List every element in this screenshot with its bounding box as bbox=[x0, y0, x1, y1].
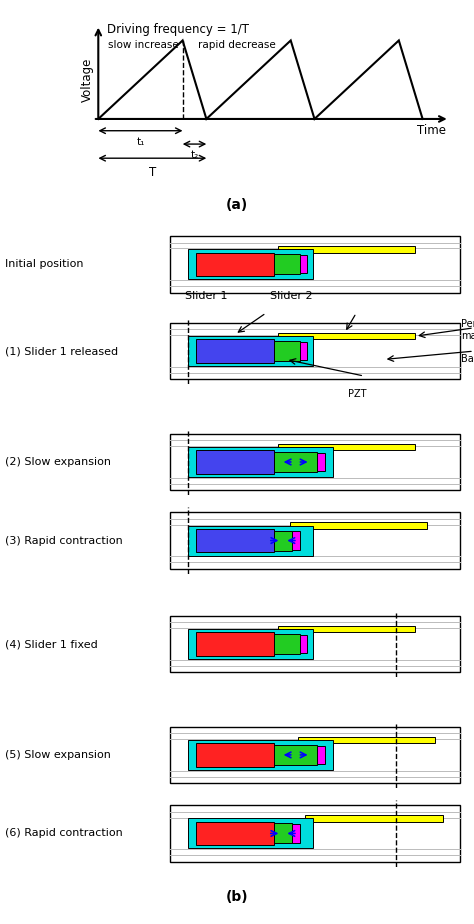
Text: t₂: t₂ bbox=[191, 151, 199, 161]
Bar bbox=[278, 246, 415, 252]
Text: (4) Slider 1 fixed: (4) Slider 1 fixed bbox=[5, 639, 98, 649]
Bar bbox=[274, 745, 317, 765]
Bar bbox=[196, 339, 274, 363]
Text: (b): (b) bbox=[226, 890, 248, 904]
Bar bbox=[300, 342, 307, 360]
Bar bbox=[196, 821, 274, 845]
Bar bbox=[196, 529, 274, 553]
Text: (6) Rapid contraction: (6) Rapid contraction bbox=[5, 829, 122, 838]
Bar bbox=[278, 333, 415, 339]
Bar bbox=[274, 634, 300, 654]
Bar bbox=[188, 526, 313, 555]
Bar bbox=[300, 255, 307, 274]
Text: Initial position: Initial position bbox=[5, 260, 83, 269]
Bar bbox=[188, 819, 313, 848]
Text: Base: Base bbox=[461, 354, 474, 364]
Bar bbox=[196, 743, 274, 767]
Bar bbox=[292, 531, 300, 550]
Text: (5) Slow expansion: (5) Slow expansion bbox=[5, 750, 110, 760]
Bar bbox=[274, 530, 292, 551]
Bar bbox=[298, 736, 435, 743]
Text: (3) Rapid contraction: (3) Rapid contraction bbox=[5, 536, 122, 545]
Bar bbox=[170, 512, 460, 569]
Bar bbox=[188, 629, 313, 659]
Text: Permanent
magnet: Permanent magnet bbox=[461, 319, 474, 341]
Bar bbox=[196, 632, 274, 656]
Text: Slider 2: Slider 2 bbox=[270, 291, 313, 301]
Bar bbox=[188, 249, 313, 279]
Bar bbox=[274, 341, 300, 361]
Bar bbox=[305, 815, 443, 821]
Bar bbox=[274, 452, 317, 472]
Text: Voltage: Voltage bbox=[81, 57, 94, 102]
Bar bbox=[170, 433, 460, 491]
Text: Time: Time bbox=[418, 124, 447, 137]
Bar bbox=[170, 805, 460, 862]
Bar bbox=[188, 447, 333, 477]
Bar bbox=[196, 252, 274, 276]
Bar bbox=[278, 444, 415, 450]
Bar bbox=[317, 746, 325, 764]
Text: rapid decrease: rapid decrease bbox=[198, 40, 275, 50]
Bar bbox=[317, 453, 325, 471]
Bar bbox=[292, 824, 300, 843]
Bar bbox=[188, 740, 333, 770]
Bar bbox=[196, 450, 274, 474]
Text: slow increase: slow increase bbox=[109, 40, 179, 50]
Bar bbox=[170, 322, 460, 380]
Bar bbox=[170, 726, 460, 784]
Text: PZT: PZT bbox=[348, 389, 367, 399]
Bar bbox=[278, 626, 415, 632]
Bar bbox=[170, 615, 460, 673]
Text: (2) Slow expansion: (2) Slow expansion bbox=[5, 457, 111, 467]
Text: Slider 1: Slider 1 bbox=[185, 291, 228, 301]
Bar bbox=[274, 823, 292, 844]
Bar bbox=[188, 336, 313, 366]
Bar bbox=[274, 254, 300, 274]
Text: T: T bbox=[149, 166, 156, 179]
Bar bbox=[300, 635, 307, 653]
Text: (a): (a) bbox=[226, 198, 248, 212]
Text: t₁: t₁ bbox=[136, 137, 145, 147]
Bar bbox=[170, 236, 460, 293]
Text: (1) Slider 1 released: (1) Slider 1 released bbox=[5, 346, 118, 356]
Bar bbox=[290, 522, 427, 529]
Text: Driving frequency = 1/T: Driving frequency = 1/T bbox=[107, 23, 249, 36]
